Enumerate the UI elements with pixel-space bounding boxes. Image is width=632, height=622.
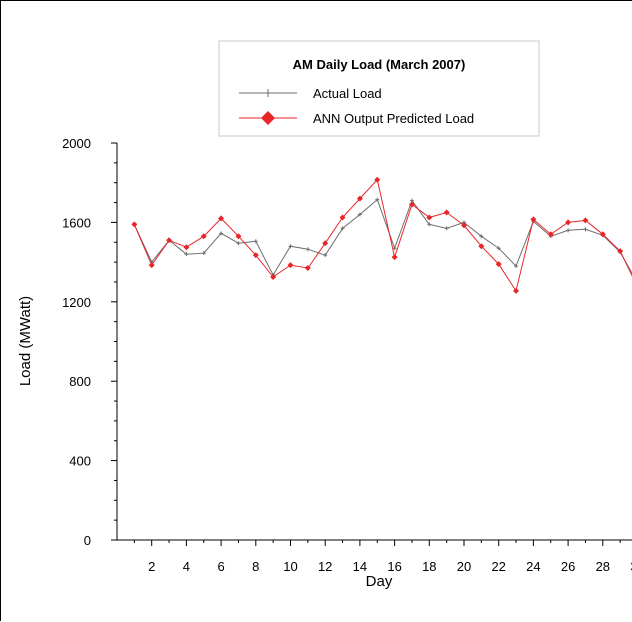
x-tick-label: 4	[183, 559, 190, 574]
x-tick-label: 12	[318, 559, 332, 574]
data-point-predicted	[443, 209, 450, 216]
x-tick-label: 10	[283, 559, 297, 574]
data-point-predicted	[495, 261, 502, 268]
legend-label-ann-predicted-load: ANN Output Predicted Load	[313, 111, 474, 126]
x-tick-label: 24	[526, 559, 540, 574]
data-point-actual	[375, 197, 380, 202]
x-tick-label: 18	[422, 559, 436, 574]
data-point-predicted	[391, 254, 398, 261]
data-point-predicted	[582, 217, 589, 224]
data-point-actual	[583, 227, 588, 232]
data-point-actual	[340, 226, 345, 231]
data-point-predicted	[166, 237, 173, 244]
data-point-predicted	[408, 201, 415, 208]
legend-item-actual-load: Actual Load	[239, 86, 382, 101]
data-point-actual	[444, 226, 449, 231]
data-point-actual	[219, 231, 224, 236]
data-point-actual	[357, 212, 362, 217]
data-point-predicted	[235, 233, 242, 240]
x-tick-label: 14	[353, 559, 367, 574]
x-tick-label: 2	[148, 559, 155, 574]
data-point-predicted	[461, 222, 467, 229]
x-tick-label: 26	[561, 559, 575, 574]
legend-item-ann-predicted-load: ANN Output Predicted Load	[239, 111, 474, 126]
data-point-predicted	[287, 262, 294, 269]
y-tick-label: 1600	[62, 215, 91, 230]
series-markers	[131, 176, 624, 294]
data-point-predicted	[530, 216, 537, 223]
series-line-0	[133, 198, 632, 277]
data-point-predicted	[322, 240, 329, 247]
data-point-actual	[305, 247, 310, 252]
data-point-predicted	[252, 252, 259, 259]
data-point-predicted	[218, 215, 225, 222]
data-point-predicted	[131, 221, 138, 228]
data-point-actual	[201, 251, 206, 256]
data-point-actual	[184, 252, 189, 257]
data-point-predicted	[356, 195, 363, 202]
data-point-predicted	[513, 287, 520, 294]
data-point-predicted	[478, 243, 485, 250]
data-point-actual	[566, 228, 571, 233]
data-point-actual	[288, 244, 293, 249]
data-point-actual	[323, 253, 328, 258]
x-tick-label: 30	[630, 559, 632, 574]
data-point-predicted	[148, 262, 155, 269]
data-point-predicted	[374, 176, 381, 183]
x-axis-label: Day	[366, 573, 393, 590]
data-point-actual	[479, 234, 484, 239]
data-point-predicted	[270, 273, 277, 280]
data-point-actual	[236, 241, 241, 246]
data-point-predicted	[304, 265, 311, 272]
data-point-actual	[514, 264, 519, 269]
data-point-predicted	[200, 233, 207, 240]
data-point-predicted	[426, 214, 433, 221]
y-tick-label: 400	[69, 454, 91, 469]
data-point-actual	[253, 239, 258, 244]
data-point-predicted	[617, 248, 624, 255]
x-tick-label: 6	[217, 559, 224, 574]
series-line-1	[133, 178, 632, 293]
data-point-predicted	[547, 231, 554, 238]
y-axis-label: Load (MWatt)	[17, 296, 34, 386]
x-tick-label: 16	[387, 559, 401, 574]
series-lines	[133, 178, 632, 293]
x-tick-label: 22	[491, 559, 505, 574]
x-tick-label: 28	[596, 559, 610, 574]
data-point-predicted	[339, 214, 346, 221]
data-point-actual	[427, 222, 432, 227]
data-point-actual	[496, 246, 501, 251]
legend-marker-diamond-icon	[261, 111, 275, 125]
x-tick-label: 8	[252, 559, 259, 574]
data-point-predicted	[599, 231, 606, 238]
data-point-predicted	[183, 244, 190, 251]
y-tick-label: 0	[84, 533, 91, 548]
legend: AM Daily Load (March 2007) Actual Load A…	[218, 40, 540, 137]
y-tick-label: 800	[69, 374, 91, 389]
legend-title: AM Daily Load (March 2007)	[293, 57, 466, 72]
data-point-predicted	[565, 219, 572, 226]
y-tick-label: 1200	[62, 295, 91, 310]
legend-label-actual-load: Actual Load	[313, 86, 382, 101]
y-tick-label: 2000	[62, 136, 91, 151]
x-tick-label: 20	[457, 559, 471, 574]
data-point-actual	[392, 246, 397, 251]
